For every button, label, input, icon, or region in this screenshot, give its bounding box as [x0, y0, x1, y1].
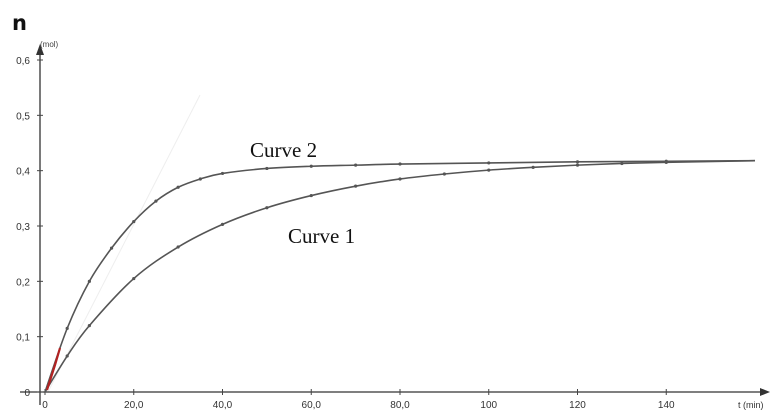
x-tick-label: 0: [42, 400, 48, 411]
data-point-curve-2: [65, 326, 69, 330]
faint-guide-line: [47, 94, 201, 393]
y-tick-label: 0,2: [16, 277, 30, 288]
data-point-curve-2: [198, 177, 202, 181]
data-point-curve-2: [220, 171, 225, 176]
data-point-curve-1: [620, 161, 624, 166]
data-point-curve-2: [265, 166, 269, 171]
data-point-curve-2: [398, 162, 402, 166]
axes: [20, 44, 770, 405]
data-point-curve-2: [309, 164, 313, 168]
data-point-curve-1: [575, 163, 580, 167]
data-point-curve-2: [109, 246, 114, 250]
y-ticks: 0 0,1 0,2 0,3 0,4 0,5 0,6: [16, 56, 43, 399]
data-point-curve-2: [176, 185, 180, 189]
curve-1-label: Curve 1: [288, 224, 355, 248]
x-tick-label: 120: [569, 400, 586, 411]
data-point-curve-1: [265, 206, 269, 210]
data-point-curve-2: [487, 161, 491, 165]
y-tick-label: 0,3: [16, 222, 30, 233]
data-point-curve-1: [531, 165, 535, 169]
data-point-curve-1: [176, 245, 180, 249]
x-axis-label: t (min): [738, 400, 764, 410]
data-point-curve-1: [87, 324, 91, 328]
series-layer: [44, 159, 756, 393]
data-point-curve-2: [354, 163, 358, 167]
x-tick-label: 140: [658, 400, 675, 411]
x-tick-label: 100: [480, 400, 497, 411]
data-point-curve-1: [65, 354, 69, 358]
x-tick-label: 20,0: [124, 400, 144, 411]
initial-tangent-segment: [45, 347, 62, 391]
data-point-curve-2: [132, 219, 136, 224]
x-ticks: 0 20,0 40,0 60,0 80,0 100 120 140: [42, 389, 675, 411]
series-line-curve-1: [44, 159, 756, 393]
x-axis-arrow-icon: [760, 388, 770, 396]
data-point-curve-1: [442, 172, 446, 176]
data-point-curve-1: [354, 184, 358, 188]
data-point-curve-1: [132, 276, 136, 281]
series-line-curve-2: [44, 159, 756, 393]
data-point-curve-1: [309, 193, 313, 198]
y-tick-label: 0: [24, 388, 30, 399]
x-tick-label: 40,0: [213, 400, 233, 411]
y-tick-label: 0,6: [16, 56, 30, 67]
data-point-curve-1: [487, 168, 491, 172]
y-tick-label: 0,5: [16, 111, 30, 122]
data-point-curve-2: [154, 199, 158, 203]
data-point-curve-1: [398, 177, 402, 181]
curve-2-label: Curve 2: [250, 138, 317, 162]
data-point-curve-1: [220, 222, 225, 226]
data-point-curve-2: [575, 160, 580, 164]
y-tick-label: 0,4: [16, 167, 30, 178]
data-point-curve-2: [664, 159, 668, 163]
y-axis-arrow-icon: [36, 44, 44, 55]
y-tick-label: 0,1: [16, 333, 30, 344]
x-tick-label: 60,0: [302, 400, 322, 411]
x-tick-label: 80,0: [390, 400, 410, 411]
y-axis-unit: (mol): [40, 40, 59, 49]
y-axis-title: n: [12, 11, 27, 35]
data-point-curve-2: [87, 279, 91, 283]
